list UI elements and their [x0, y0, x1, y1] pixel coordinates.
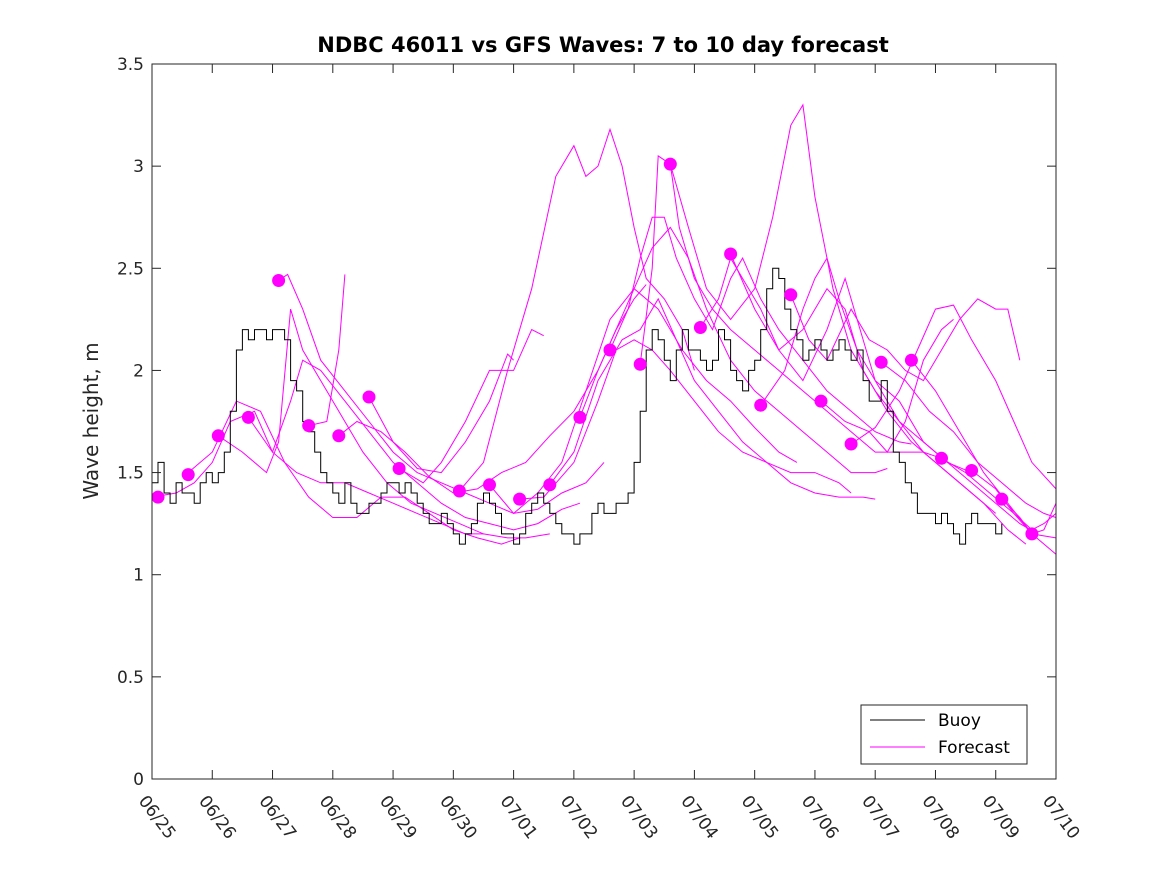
- forecast-run-line-5: [278, 273, 605, 514]
- forecast-marker-13: [543, 478, 557, 492]
- buoy-series-line: [152, 267, 1003, 545]
- y-tick-label: 2: [133, 361, 144, 381]
- forecast-marker-18: [693, 321, 707, 334]
- forecast-marker-14: [573, 410, 587, 424]
- y-tick-label: 3: [133, 157, 144, 177]
- forecast-run-line-12: [519, 339, 852, 500]
- forecast-run-line-19: [730, 253, 1027, 545]
- forecast-run-line-20: [760, 256, 1039, 535]
- forecast-marker-29: [1025, 527, 1039, 541]
- forecast-marker-21: [784, 288, 798, 302]
- forecast-marker-17: [663, 157, 677, 171]
- chart-title: NDBC 46011 vs GFS Waves: 7 to 10 day for…: [317, 33, 888, 57]
- forecast-marker-27: [965, 464, 979, 477]
- forecast-run-line-21: [790, 294, 1021, 382]
- forecast-marker-11: [483, 478, 496, 492]
- y-axis: 0 0.5 1 1.5 2 2.5 3 3.5: [117, 55, 1056, 790]
- legend-forecast-label: Forecast: [938, 738, 1010, 758]
- y-tick-label: 1.5: [117, 464, 144, 484]
- forecast-marker-2: [181, 468, 195, 482]
- forecast-marker-28: [995, 492, 1009, 506]
- y-tick-label: 1: [133, 566, 144, 586]
- forecast-run-line-6: [308, 274, 346, 427]
- forecast-marker-24: [874, 355, 888, 369]
- forecast-marker-7: [332, 429, 346, 443]
- series-layer: [152, 103, 1056, 555]
- forecast-marker-26: [935, 451, 948, 465]
- forecast-marker-25: [904, 353, 918, 367]
- plot-area-frame: [151, 63, 1057, 780]
- forecast-run-line-3: [218, 308, 550, 539]
- legend: Buoy Forecast: [860, 704, 1028, 765]
- forecast-run-line-8: [368, 353, 514, 474]
- forecast-marker-8: [362, 390, 376, 404]
- forecast-run-line-9: [398, 328, 544, 484]
- forecast-marker-9: [392, 462, 406, 475]
- forecast-run-line-10: [459, 127, 695, 492]
- forecast-marker-22: [814, 394, 828, 408]
- forecast-marker-3: [211, 429, 225, 443]
- y-tick-label: 0.5: [117, 668, 144, 688]
- forecast-marker-23: [844, 437, 858, 451]
- forecast-marker-4: [241, 410, 255, 424]
- forecast-marker-10: [452, 484, 466, 498]
- forecast-run-line-2: [187, 400, 520, 545]
- forecast-run-line-27: [971, 470, 1056, 539]
- forecast-run-line-13: [549, 297, 876, 500]
- forecast-marker-5: [272, 274, 286, 287]
- forecast-marker-1: [152, 490, 165, 504]
- legend-buoy-label: Buoy: [938, 711, 981, 731]
- forecast-marker-12: [513, 492, 527, 506]
- y-tick-label: 2.5: [117, 259, 144, 279]
- forecast-run-line-23: [850, 304, 1056, 490]
- y-axis-label: Wave height, m: [79, 342, 103, 499]
- y-tick-label: 0: [133, 770, 144, 790]
- y-tick-label: 3.5: [117, 55, 144, 75]
- forecast-run-line-22: [820, 319, 954, 453]
- forecast-marker-6: [302, 419, 316, 433]
- forecast-run-line-17: [669, 103, 972, 474]
- forecast-marker-16: [633, 357, 647, 371]
- forecast-run-line-11: [489, 287, 798, 515]
- forecast-marker-20: [754, 398, 768, 412]
- forecast-marker-19: [724, 247, 738, 261]
- legend-box: [860, 704, 1028, 765]
- forecast-marker-15: [603, 343, 617, 357]
